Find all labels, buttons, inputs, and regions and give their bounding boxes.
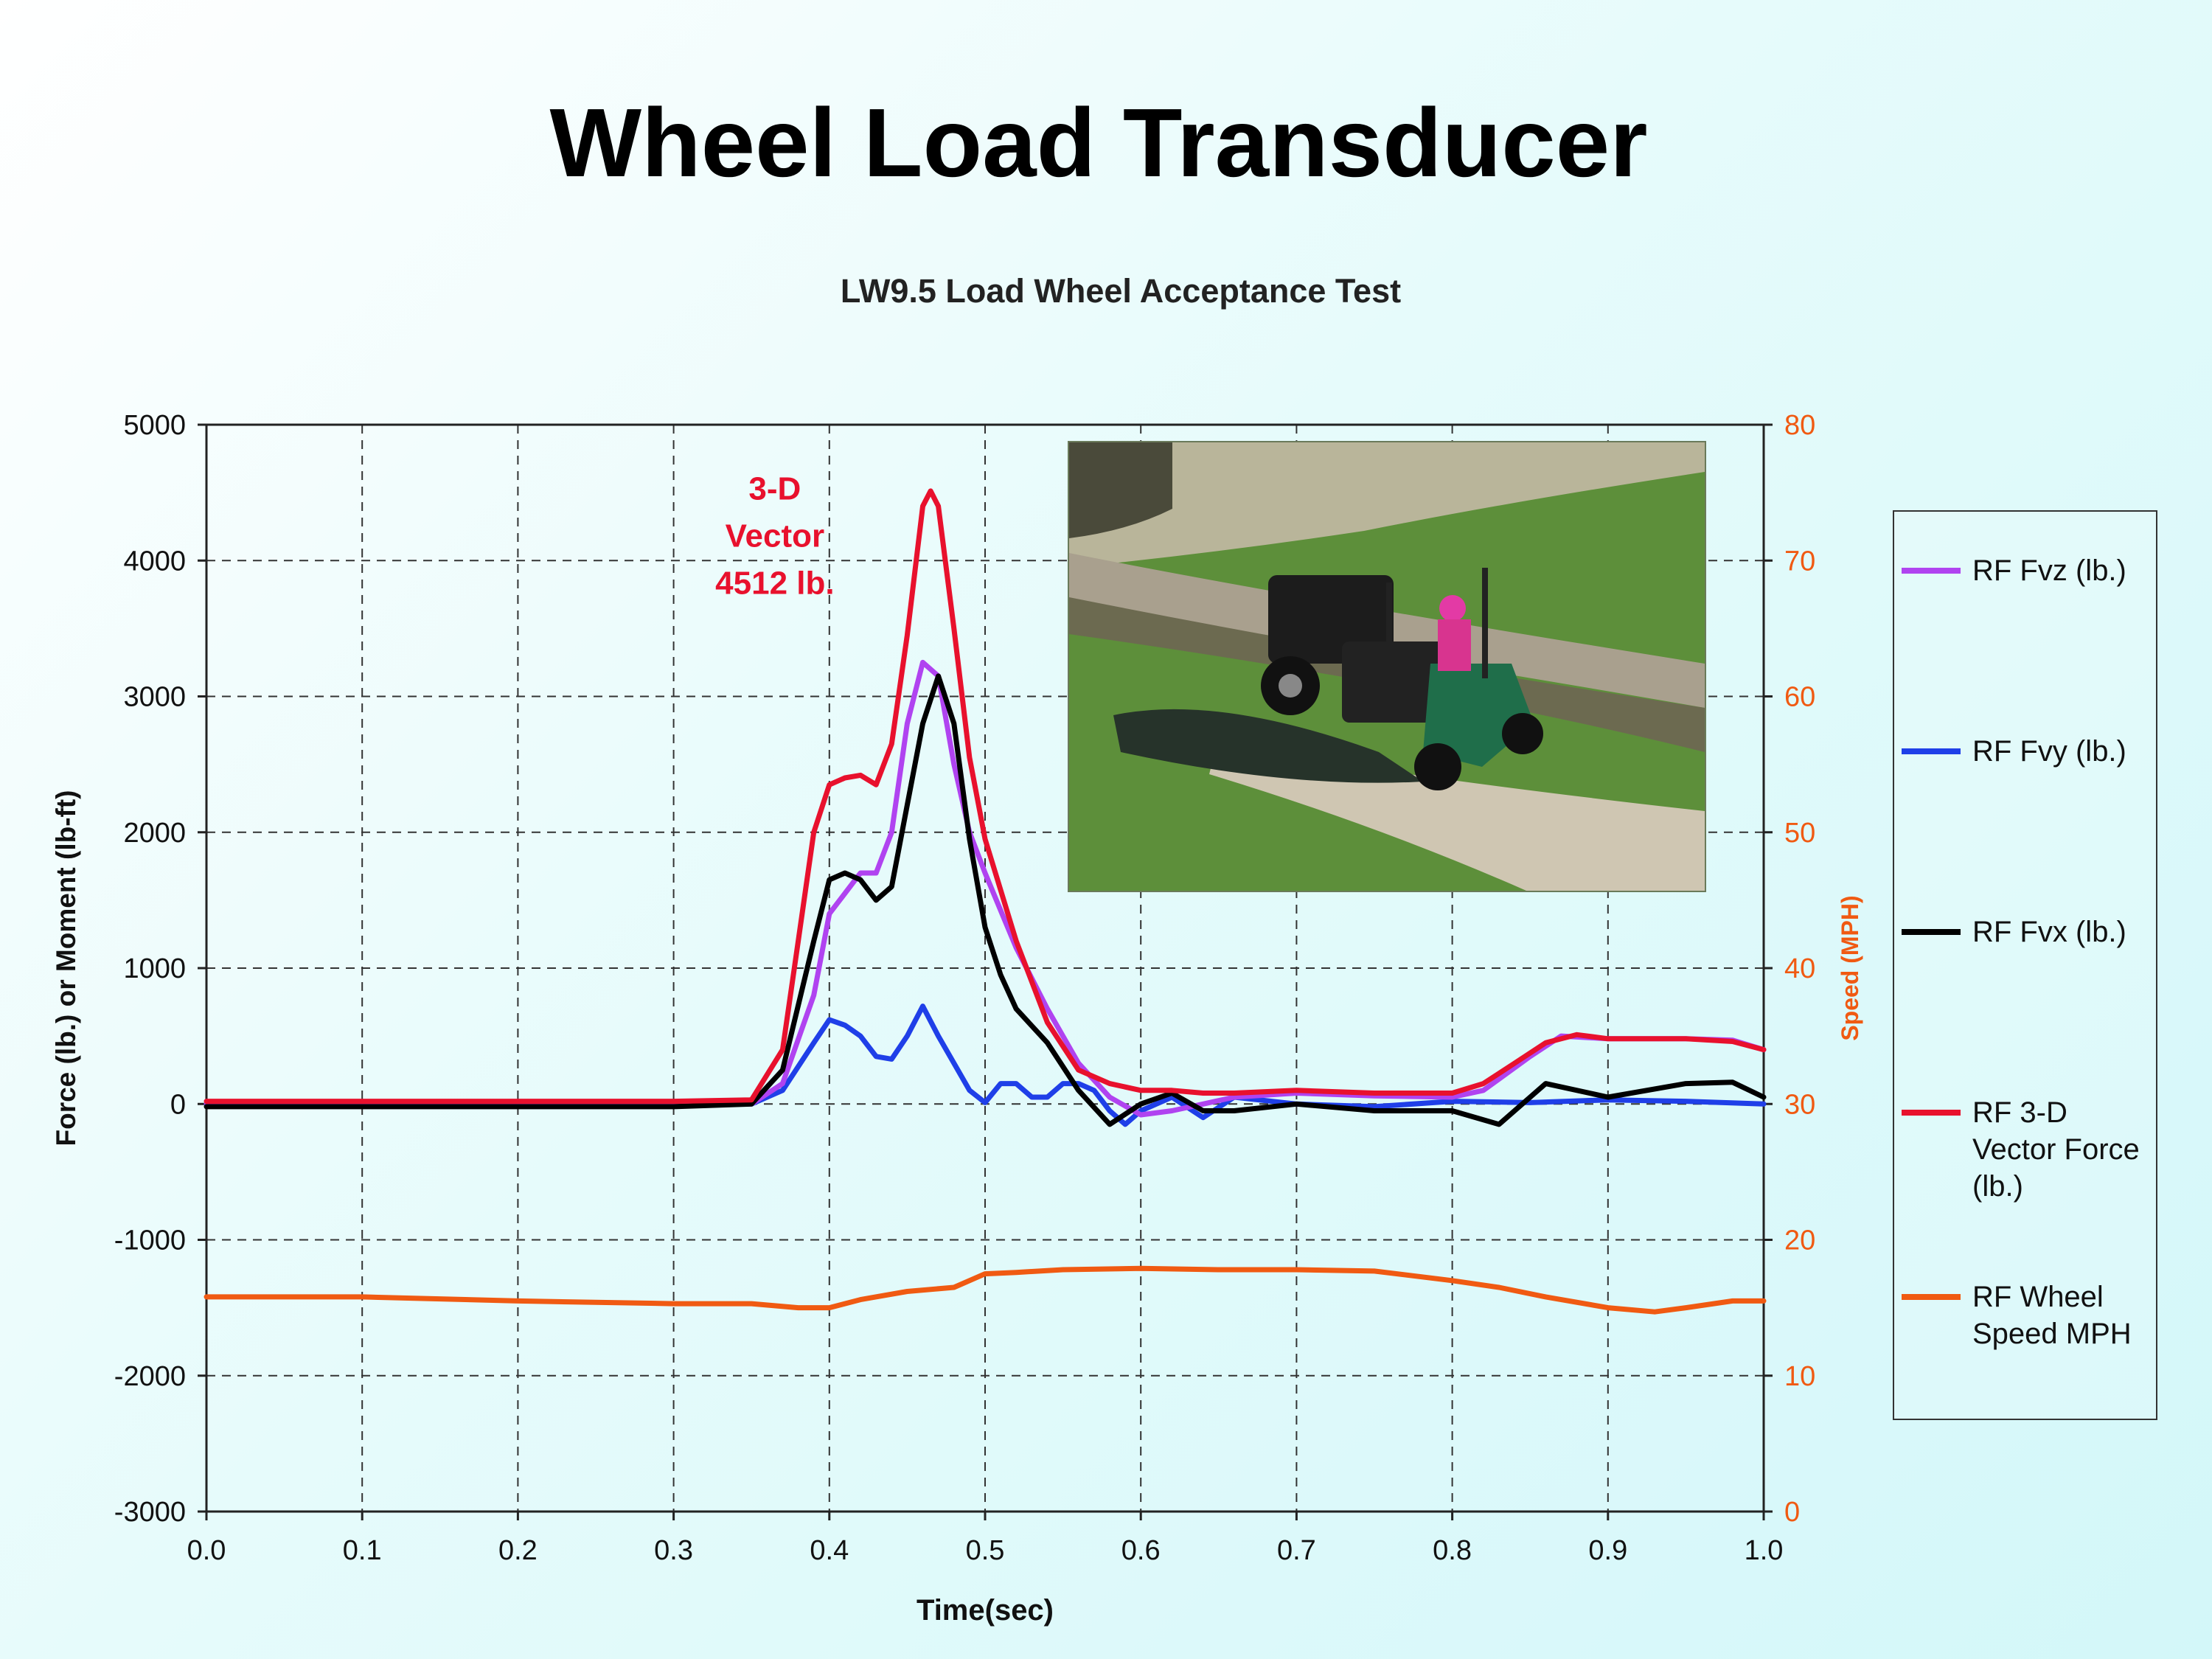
legend-label: RF Wheel Speed MPH xyxy=(1972,1281,2132,1350)
legend-label: RF Fvy (lb.) xyxy=(1972,735,2126,768)
annotation-layer: 3-D Vector 4512 lb. xyxy=(715,470,834,601)
y-tick-label: 5000 xyxy=(123,410,186,441)
y2-tick-label: 20 xyxy=(1784,1225,1815,1256)
legend-swatch xyxy=(1902,1294,1961,1300)
y-tick-label: -1000 xyxy=(114,1225,186,1256)
y2-tick-label: 10 xyxy=(1784,1361,1815,1392)
y-tick-label: -3000 xyxy=(114,1497,186,1528)
y-tick-label: 1000 xyxy=(123,953,186,984)
y-tick-label: 2000 xyxy=(123,818,186,849)
x-axis-label: Time(sec) xyxy=(917,1594,1054,1627)
y2-tick-label: 30 xyxy=(1784,1089,1815,1120)
y2-axis-label: Speed (MPH) xyxy=(1837,895,1863,1040)
x-tick-label: 0.2 xyxy=(498,1535,538,1566)
legend: RF Fvz (lb.) RF Fvy (lb.) RF Fvx (lb.) RF 3… xyxy=(1893,510,2157,1420)
tick-layer: 0.0 0.1 0.2 0.3 0.4 0.5 0.6 0.7 0.8 0.9 1.05000400… xyxy=(114,410,1815,1566)
annotation-line: 3-D xyxy=(748,470,801,507)
y2-tick-label: 80 xyxy=(1784,410,1815,441)
y2-tick-label: 40 xyxy=(1784,953,1815,984)
x-tick-label: 0.3 xyxy=(654,1535,693,1566)
x-tick-label: 0.7 xyxy=(1277,1535,1316,1566)
y-axis-label: Force (lb.) or Moment (lb-ft) xyxy=(51,790,81,1147)
series-line-rf-3-d-vector-force-lb xyxy=(204,488,1767,1105)
legend-label: RF Fvz (lb.) xyxy=(1972,554,2126,587)
annotation-line: Vector xyxy=(726,518,825,554)
y2-tick-label: 60 xyxy=(1784,682,1815,713)
annotation-line: 4512 lb. xyxy=(715,565,834,601)
y2-tick-label: 50 xyxy=(1784,818,1815,849)
legend-label: RF Fvx (lb.) xyxy=(1972,916,2126,948)
series-line-rf-fvx-lb xyxy=(204,673,1767,1127)
y-tick-label: -2000 xyxy=(114,1361,186,1392)
legend-swatch xyxy=(1902,748,1961,754)
series-layer xyxy=(204,488,1767,1315)
y2-tick-label: 70 xyxy=(1784,546,1815,577)
x-tick-label: 0.4 xyxy=(810,1535,849,1566)
x-tick-label: 0.0 xyxy=(187,1535,226,1566)
y-tick-label: 3000 xyxy=(123,682,186,713)
y-tick-label: 0 xyxy=(170,1089,186,1120)
vehicle-photo xyxy=(1068,441,1706,892)
series-line-rf-wheel-speed-mph xyxy=(204,1265,1767,1315)
x-tick-label: 0.8 xyxy=(1433,1535,1472,1566)
legend-swatch xyxy=(1902,568,1961,574)
x-tick-label: 0.1 xyxy=(343,1535,382,1566)
legend-swatch xyxy=(1902,929,1961,935)
chart-title: LW9.5 Load Wheel Acceptance Test xyxy=(841,272,1401,310)
legend-swatch xyxy=(1902,1110,1961,1116)
legend-label: RF 3-D Vector Force (lb.) xyxy=(1972,1096,2140,1203)
x-tick-label: 0.5 xyxy=(966,1535,1005,1566)
x-tick-label: 0.9 xyxy=(1588,1535,1627,1566)
slide-title: Wheel Load Transducer xyxy=(549,88,1648,197)
y2-tick-label: 0 xyxy=(1784,1497,1800,1528)
y-tick-label: 4000 xyxy=(123,546,186,577)
x-tick-label: 0.6 xyxy=(1121,1535,1161,1566)
x-tick-label: 1.0 xyxy=(1745,1535,1784,1566)
